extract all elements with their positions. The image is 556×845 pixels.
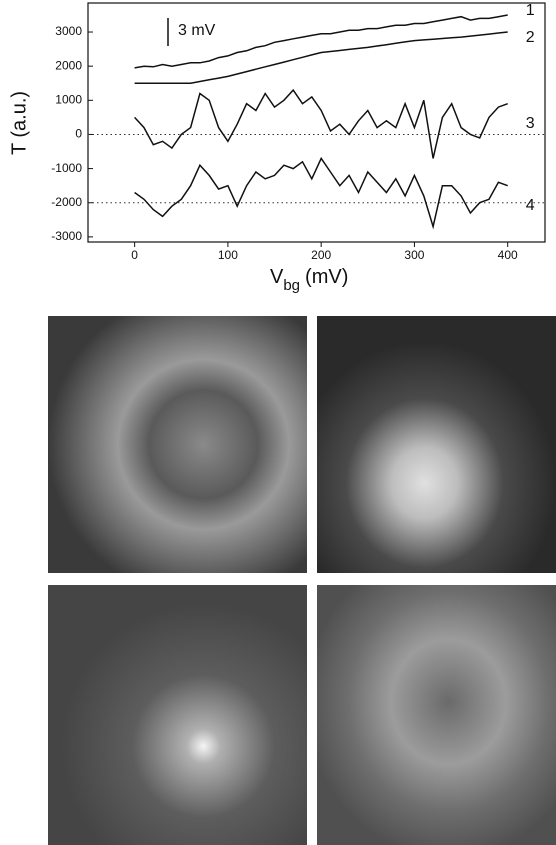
y-tick-label: 3000 <box>55 24 82 38</box>
series-label: 2 <box>526 29 535 46</box>
image-panel <box>48 316 307 573</box>
series-line <box>134 156 508 230</box>
x-label-sub: bg <box>283 277 300 294</box>
y-tick-label: 0 <box>75 127 82 141</box>
y-tick-label: -1000 <box>51 161 82 175</box>
x-tick-label: 300 <box>404 248 424 262</box>
y-axis-label: T (a.u.) <box>8 91 30 155</box>
series-line <box>134 14 508 69</box>
y-tick-label: 2000 <box>55 58 82 72</box>
x-tick-label: 200 <box>311 248 331 262</box>
image-panel <box>317 585 556 845</box>
x-label-main: V <box>270 266 284 288</box>
series-line <box>134 88 508 159</box>
y-tick-label: -3000 <box>51 229 82 243</box>
series-line <box>134 31 508 84</box>
y-tick-label: -2000 <box>51 195 82 209</box>
image-panel <box>48 585 307 845</box>
series-label: 3 <box>526 115 535 132</box>
y-tick-label: 1000 <box>55 92 82 106</box>
image-panel <box>317 316 556 573</box>
x-tick-label: 0 <box>131 248 138 262</box>
x-label-unit: (mV) <box>305 266 348 288</box>
x-axis-label: Vbg (mV) <box>270 266 348 294</box>
plot-frame <box>87 2 546 243</box>
series-label: 4 <box>526 197 535 214</box>
scale-annotation: 3 mV <box>178 22 216 39</box>
x-tick-label: 100 <box>218 248 238 262</box>
series-label: 1 <box>526 2 535 19</box>
x-tick-label: 400 <box>498 248 518 262</box>
